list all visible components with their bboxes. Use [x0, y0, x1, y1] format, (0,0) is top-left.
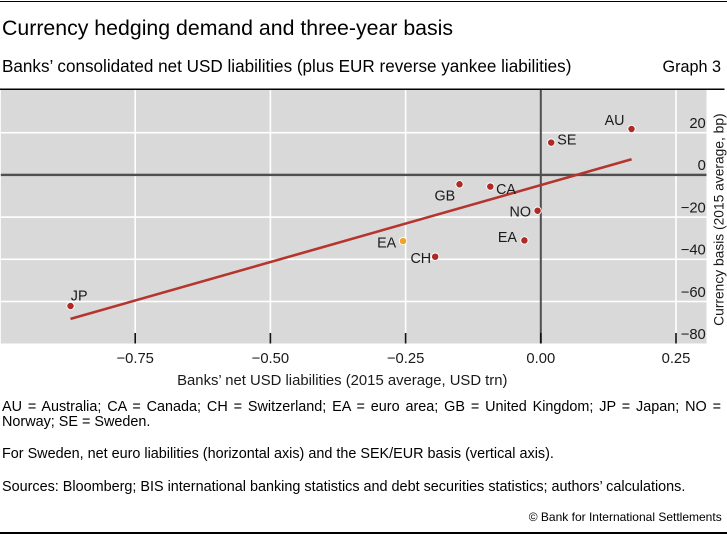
- svg-text:Banks’ net USD liabilities (20: Banks’ net USD liabilities (2015 average…: [177, 373, 507, 389]
- svg-text:−40: −40: [681, 243, 706, 259]
- svg-text:AU: AU: [605, 113, 625, 129]
- svg-text:Currency basis (2015 average,: Currency basis (2015 average, bp): [712, 113, 727, 325]
- svg-text:−60: −60: [681, 285, 706, 301]
- svg-text:CH: CH: [410, 251, 431, 267]
- svg-text:−0.25: −0.25: [387, 351, 424, 367]
- svg-text:20: 20: [689, 116, 705, 132]
- svg-text:0.25: 0.25: [662, 351, 691, 367]
- svg-text:CA: CA: [496, 182, 516, 198]
- svg-text:−0.50: −0.50: [252, 351, 289, 367]
- svg-text:SE: SE: [557, 133, 576, 149]
- svg-text:JP: JP: [71, 288, 88, 304]
- svg-text:−20: −20: [681, 200, 706, 216]
- svg-text:NO: NO: [510, 205, 531, 221]
- svg-text:EA: EA: [498, 230, 518, 246]
- svg-text:EA: EA: [377, 236, 397, 252]
- svg-text:−0.75: −0.75: [116, 351, 153, 367]
- svg-text:0.00: 0.00: [526, 351, 555, 367]
- svg-text:−80: −80: [681, 327, 706, 343]
- svg-text:GB: GB: [435, 189, 456, 205]
- svg-text:0: 0: [698, 158, 706, 174]
